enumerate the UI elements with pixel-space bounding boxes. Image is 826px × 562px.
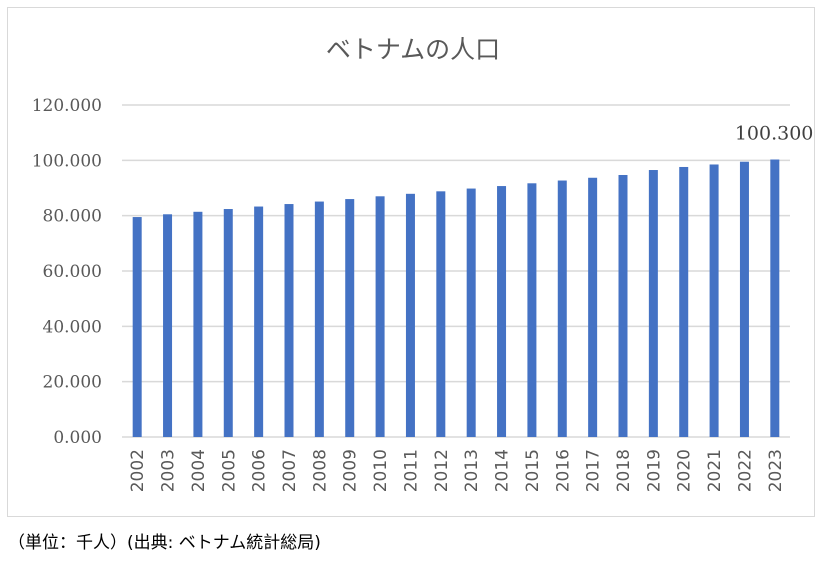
y-tick-label: 80.000 [43, 207, 102, 227]
bar-2011 [405, 193, 415, 437]
bar-2007 [284, 204, 294, 437]
x-tick-label: 2006 [250, 449, 270, 492]
x-tick-label: 2014 [493, 449, 513, 492]
bar-2015 [527, 183, 537, 437]
bar-2022 [739, 161, 749, 437]
bar-2016 [557, 180, 567, 437]
bar-2019 [648, 170, 658, 437]
x-tick-label: 2002 [128, 449, 148, 492]
bar-2003 [163, 214, 173, 437]
y-tick-label: 40.000 [43, 317, 102, 337]
x-tick-label: 2021 [705, 449, 725, 492]
x-tick-label: 2013 [462, 449, 482, 492]
bar-2023 [770, 159, 780, 437]
x-tick-label: 2003 [159, 449, 179, 492]
bar-2002 [132, 217, 142, 437]
chart-title: ベトナムの人口 [325, 35, 501, 64]
x-tick-label: 2019 [644, 449, 664, 492]
bar-2020 [679, 166, 689, 437]
bar-2014 [497, 186, 507, 437]
data-label: 100.300 [735, 123, 814, 145]
bar-2008 [314, 201, 324, 437]
y-tick-label: 120.000 [32, 96, 102, 116]
bar-2017 [588, 177, 598, 437]
x-tick-label: 2007 [280, 449, 300, 492]
x-tick-label: 2004 [189, 449, 209, 492]
x-tick-label: 2016 [553, 449, 573, 492]
x-tick-label: 2012 [432, 449, 452, 492]
bar-2006 [254, 206, 264, 437]
bar-2005 [223, 209, 233, 437]
source-note: （単位：千人）(出典: ベトナム統計総局) [8, 533, 321, 553]
bar-2018 [618, 174, 628, 437]
bar-2004 [193, 211, 203, 437]
x-tick-label: 2022 [735, 449, 755, 492]
x-tick-label: 2009 [341, 449, 361, 492]
x-tick-label: 2008 [310, 449, 330, 492]
chart-frame [7, 7, 815, 517]
x-tick-label: 2010 [371, 449, 391, 492]
x-tick-label: 2005 [219, 449, 239, 492]
x-tick-label: 2011 [401, 449, 421, 492]
x-tick-label: 2017 [584, 449, 604, 492]
bar-2013 [466, 188, 476, 437]
y-tick-label: 20.000 [43, 373, 102, 393]
y-tick-label: 0.000 [53, 428, 102, 448]
bar-2021 [709, 164, 719, 437]
x-tick-label: 2015 [523, 449, 543, 492]
bar-2010 [375, 196, 385, 437]
x-tick-label: 2023 [766, 449, 786, 492]
x-tick-label: 2020 [675, 449, 695, 492]
y-tick-label: 100.000 [32, 151, 102, 171]
bar-2009 [345, 199, 355, 437]
bar-2012 [436, 191, 446, 437]
x-tick-label: 2018 [614, 449, 634, 492]
y-tick-label: 60.000 [43, 262, 102, 282]
